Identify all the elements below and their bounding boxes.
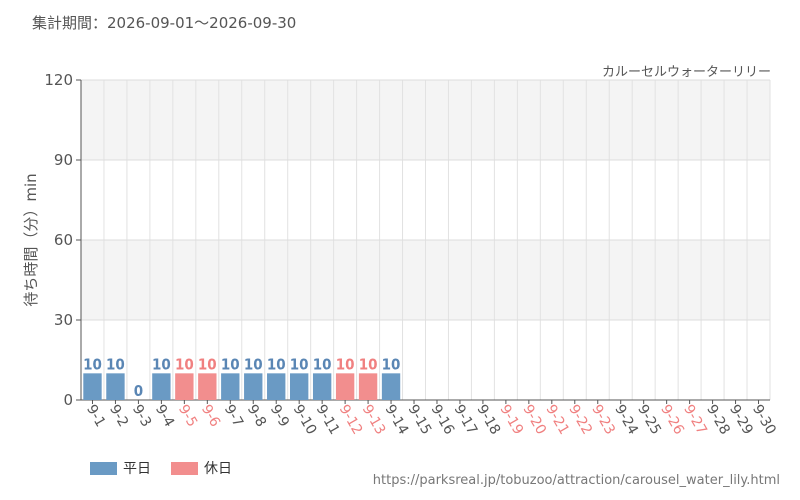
- bar-value-label: 10: [382, 355, 401, 373]
- bar-value-label: 10: [336, 355, 355, 373]
- legend-item-holiday: 休日: [171, 458, 232, 478]
- bar-value-label: 10: [175, 355, 194, 373]
- legend-item-weekday: 平日: [90, 458, 151, 478]
- bar-value-label: 10: [106, 355, 125, 373]
- bar: [267, 373, 286, 400]
- legend-swatch-holiday: [171, 461, 198, 475]
- x-tick-label: 9-14: [382, 402, 412, 438]
- x-tick-label: 9-6: [198, 402, 223, 430]
- x-tick-label: 9-17: [450, 402, 480, 438]
- x-tick-label: 9-13: [359, 402, 389, 438]
- bar-value-label: 10: [221, 355, 240, 373]
- x-tick-label: 9-25: [634, 402, 664, 438]
- y-tick-label: 90: [54, 151, 73, 169]
- y-tick-label: 60: [54, 231, 73, 249]
- bar: [198, 373, 217, 400]
- x-tick-label: 9-8: [244, 402, 269, 430]
- period-label: 集計期間：2026-09-01～2026-09-30: [32, 14, 297, 32]
- bar: [106, 373, 125, 400]
- bar: [312, 373, 332, 400]
- legend-swatch-weekday: [90, 461, 117, 475]
- y-tick-label: 120: [44, 71, 73, 89]
- bar: [335, 373, 355, 400]
- bar: [289, 373, 309, 400]
- y-axis-title: 待ち時間（分）min: [22, 173, 40, 306]
- x-tick-label: 9-30: [749, 402, 779, 438]
- x-tick-label: 9-29: [726, 402, 756, 438]
- bar: [381, 373, 401, 400]
- x-tick-label: 9-7: [221, 402, 246, 430]
- bar: [358, 373, 378, 400]
- x-tick-label: 9-12: [336, 402, 366, 438]
- x-tick-label: 9-16: [428, 402, 458, 438]
- x-tick-label: 9-24: [611, 402, 641, 438]
- bar: [83, 373, 102, 400]
- x-tick-label: 9-11: [313, 402, 343, 438]
- bar-value-label: 10: [267, 355, 286, 373]
- bar-value-label: 10: [83, 355, 102, 373]
- bar-value-label: 10: [290, 355, 309, 373]
- x-tick-label: 9-18: [473, 402, 503, 438]
- x-tick-label: 9-1: [83, 402, 108, 430]
- x-tick-label: 9-10: [290, 402, 320, 438]
- x-tick-label: 9-21: [542, 402, 572, 438]
- x-tick-label: 9-22: [565, 402, 595, 438]
- bar: [244, 373, 263, 400]
- x-tick-label: 9-20: [519, 402, 549, 438]
- x-tick-label: 9-26: [657, 402, 687, 438]
- bar-value-label: 0: [134, 382, 143, 400]
- bar: [221, 373, 240, 400]
- x-tick-label: 9-3: [129, 402, 154, 430]
- bar-value-label: 10: [244, 355, 263, 373]
- x-tick-label: 9-19: [496, 402, 526, 438]
- attraction-name: カルーセルウォーターリリー: [601, 65, 771, 80]
- x-tick-label: 9-5: [175, 402, 200, 430]
- y-tick-label: 30: [54, 311, 73, 329]
- legend-label-holiday: 休日: [204, 461, 232, 477]
- source-url[interactable]: https://parksreal.jp/tobuzoo/attraction/…: [372, 473, 780, 488]
- bar-value-label: 10: [313, 355, 332, 373]
- bar-value-label: 10: [152, 355, 171, 373]
- x-tick-label: 9-2: [106, 402, 131, 430]
- legend-label-weekday: 平日: [123, 461, 151, 477]
- y-tick-label: 0: [63, 391, 73, 409]
- x-tick-label: 9-15: [405, 402, 435, 438]
- legend: 平日 休日: [90, 458, 252, 478]
- x-tick-label: 9-4: [152, 402, 177, 430]
- bar-value-label: 10: [359, 355, 378, 373]
- x-tick-label: 9-28: [703, 402, 733, 438]
- x-tick-label: 9-23: [588, 402, 618, 438]
- x-tick-label: 9-9: [267, 402, 292, 430]
- bar-value-label: 10: [198, 355, 217, 373]
- bar: [175, 373, 194, 400]
- x-tick-label: 9-27: [680, 402, 710, 438]
- bar: [152, 373, 171, 400]
